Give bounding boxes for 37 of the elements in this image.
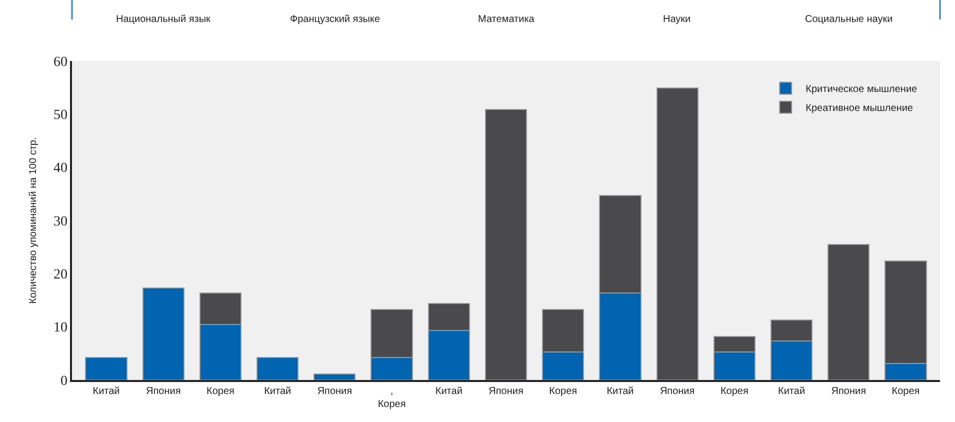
x-tick-label: Китай	[435, 386, 462, 397]
legend-label: Креативное мышление	[806, 103, 914, 114]
bar	[314, 374, 356, 380]
x-tick-label: Китай	[92, 386, 120, 397]
x-tick-label: Япония	[146, 386, 181, 397]
y-tick-label: 40	[53, 161, 68, 176]
y-tick-label: 0	[60, 374, 68, 389]
y-tick-label: 10	[53, 320, 68, 336]
x-tick-label: Япония	[317, 386, 352, 397]
x-tick-label: Япония	[488, 386, 524, 397]
legend-label: Критическое мышление	[806, 84, 918, 96]
x-tick-label: Китай	[264, 386, 292, 397]
text: Национальный язык	[116, 14, 212, 25]
y-axis-title: Количество упоминаний на 100 стр.	[28, 137, 39, 304]
text: Математика	[478, 14, 535, 25]
x-tick-label: Корея	[720, 386, 748, 397]
bar	[85, 357, 128, 380]
text: Науки	[663, 14, 691, 25]
x-tick-label: Япония	[660, 386, 695, 397]
y-tick-label: 60	[53, 54, 68, 70]
x-tick-label: Корея	[892, 386, 920, 397]
text: Французский языке	[290, 14, 380, 25]
y-tick-label: 50	[53, 108, 68, 124]
x-tick-label: Япония	[831, 386, 866, 397]
bar	[256, 357, 299, 380]
y-tick-label: 30	[53, 214, 68, 230]
x-tick-label: Корея	[549, 386, 578, 397]
bar	[142, 288, 184, 380]
bar	[484, 108, 528, 380]
x-tick-label: Корея	[206, 386, 234, 397]
text: Социальные науки	[805, 14, 893, 25]
x-tick-label: Китай	[606, 386, 634, 397]
y-tick-label: 20	[53, 268, 68, 283]
x-tick-label: , Корея	[378, 386, 406, 410]
bar	[828, 244, 870, 380]
bar	[656, 88, 698, 380]
x-tick-label: Китай	[778, 386, 806, 397]
